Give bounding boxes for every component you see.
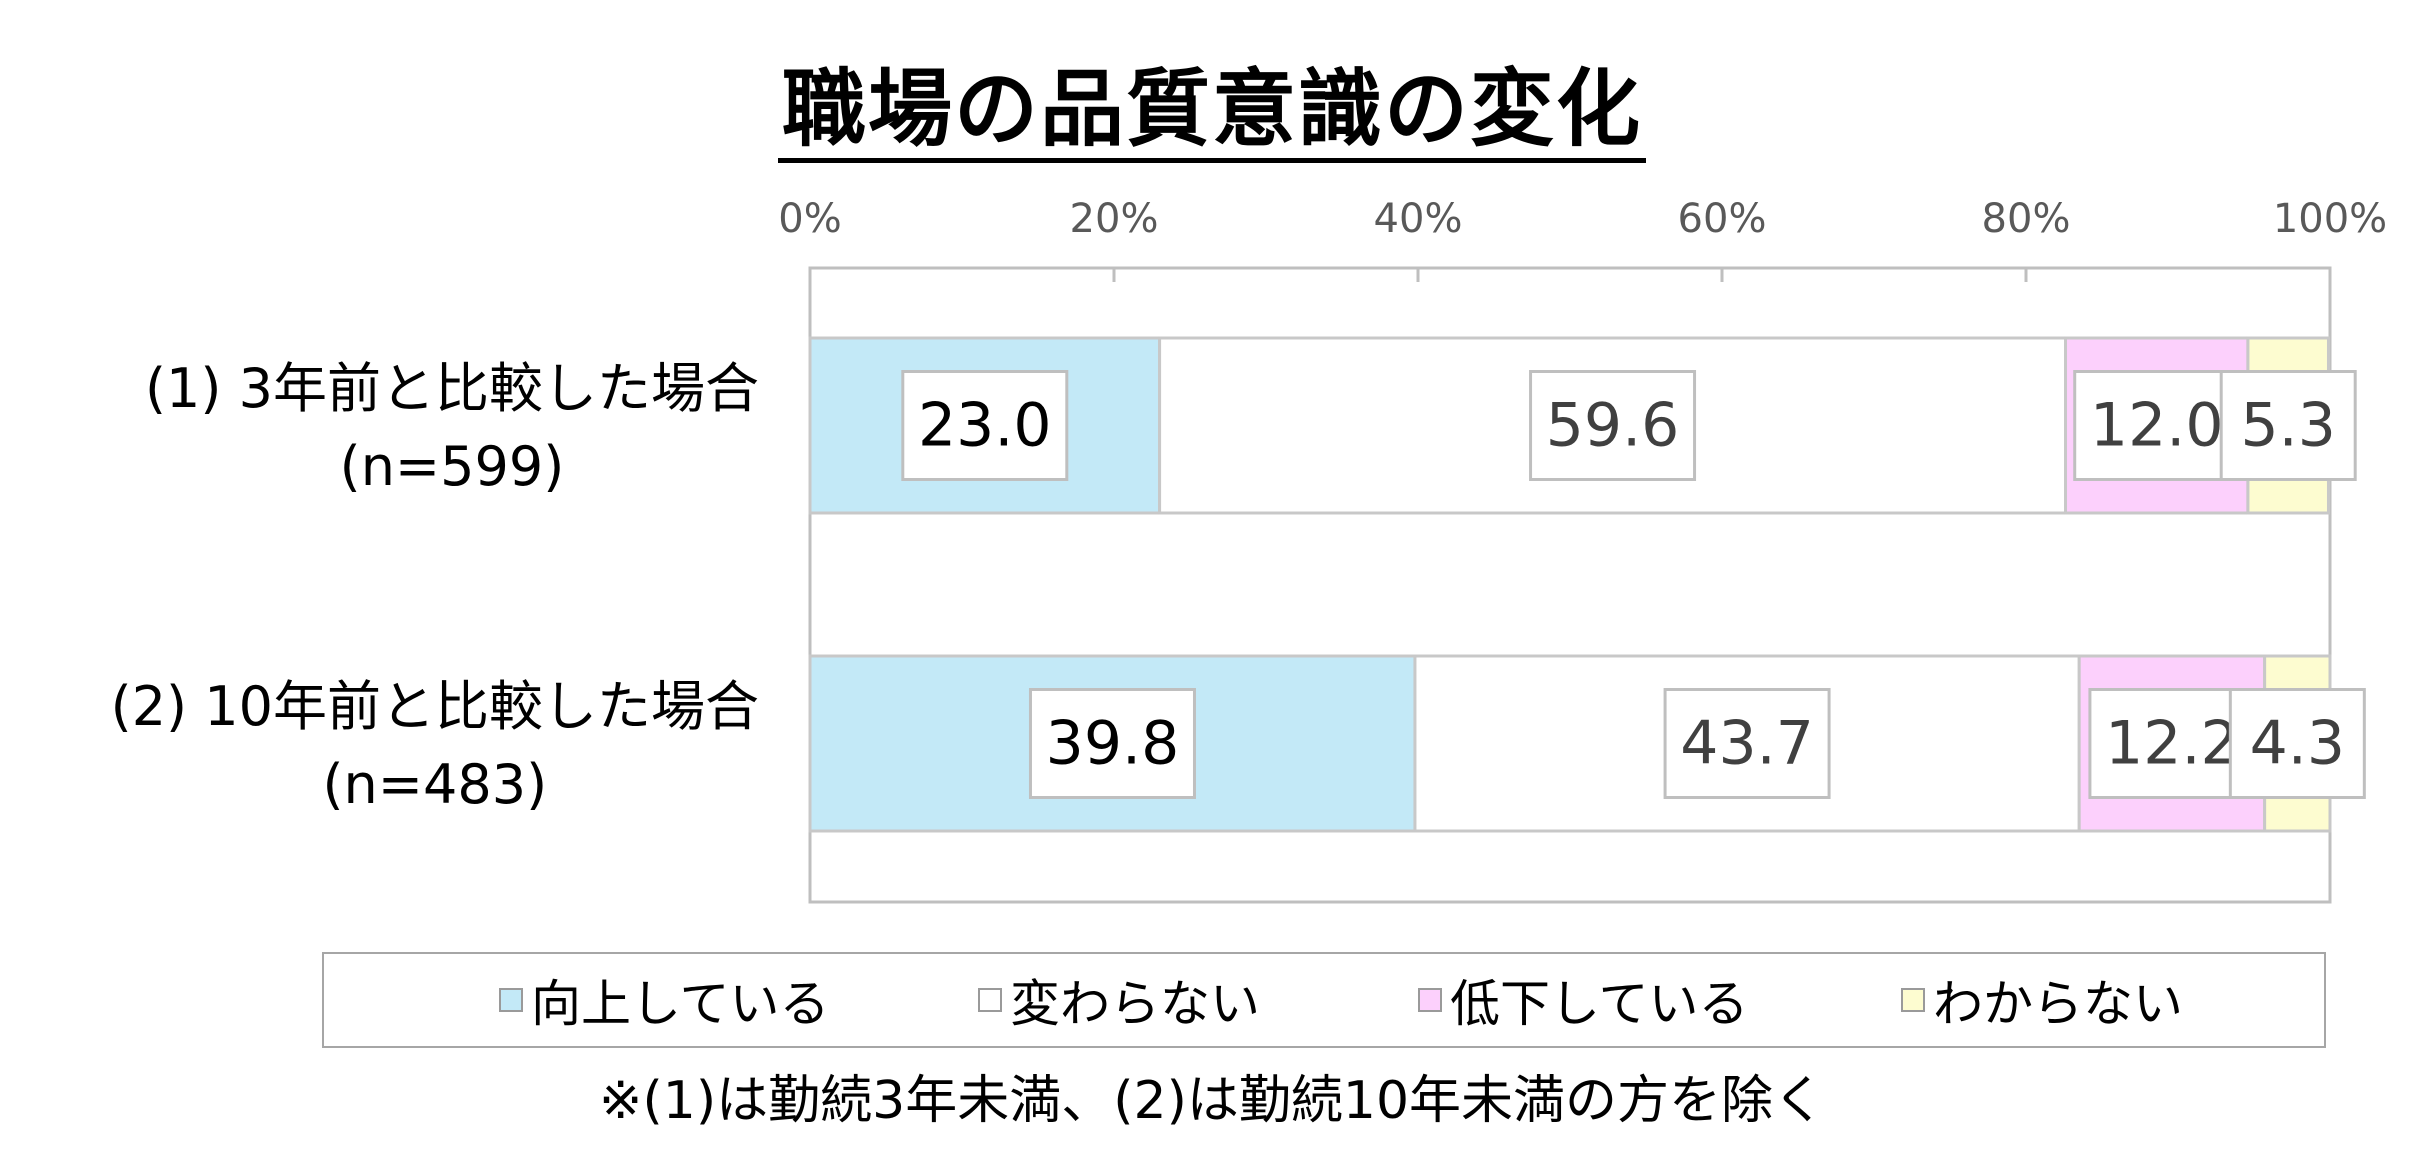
x-tick-label: 60%: [1678, 196, 1767, 242]
data-label: 12.2: [2105, 709, 2239, 779]
data-label-box: [1529, 370, 1697, 481]
legend-label-improving: 向上している: [531, 975, 830, 1033]
x-tick-label: 0%: [778, 196, 841, 242]
category-label-1: (1) 3年前と比較した場合 (n=599): [145, 350, 759, 507]
legend-swatch-unchanged: [978, 988, 1002, 1012]
x-tick-label: 100%: [2273, 196, 2387, 242]
legend-label-declining: 低下している: [1450, 975, 1749, 1033]
legend-item-unknown: わからない: [1901, 972, 2183, 1033]
legend-swatch-improving: [499, 988, 523, 1012]
x-tick-label: 20%: [1070, 196, 1159, 242]
data-label-box: [901, 370, 1069, 481]
data-label: 23.0: [918, 391, 1052, 461]
legend-swatch-unknown: [1901, 988, 1925, 1012]
legend-item-declining: 低下している: [1418, 972, 1749, 1033]
data-label: 5.3: [2240, 391, 2335, 461]
legend-item-unchanged: 変わらない: [978, 972, 1260, 1033]
category-n-2: (n=483): [322, 753, 548, 817]
data-label: 43.7: [1680, 709, 1814, 779]
data-label-box: [1028, 688, 1196, 799]
chart-legend: 向上している 変わらない 低下している わからない: [322, 952, 2326, 1048]
legend-label-unknown: わからない: [1933, 975, 2183, 1033]
data-label-box: [2219, 370, 2357, 481]
data-label: 39.8: [1046, 709, 1180, 779]
chart-plot: 0% 20% 40% 60% 80% 100% 23.0 59.6 12.0 5.3 39.8 43.…: [778, 196, 2387, 904]
legend-item-improving: 向上している: [499, 972, 830, 1033]
data-label: 59.6: [1546, 391, 1680, 461]
legend-swatch-declining: [1418, 988, 1442, 1012]
data-label: 4.3: [2250, 709, 2345, 779]
data-label-box: [2228, 688, 2366, 799]
data-label: 12.0: [2090, 391, 2224, 461]
data-label-box: [1663, 688, 1831, 799]
category-name-1: (1) 3年前と比較した場合: [144, 357, 759, 420]
legend-label-unchanged: 変わらない: [1010, 975, 1260, 1033]
category-n-1: (n=599): [339, 435, 565, 499]
chart-footnote: ※(1)は勤続3年未満、(2)は勤続10年未満の方を除く: [598, 1071, 1826, 1131]
category-name-2: (2) 10年前と比較した場合: [110, 675, 759, 738]
category-label-2: (2) 10年前と比較した場合 (n=483): [111, 668, 759, 825]
x-tick-label: 40%: [1374, 196, 1463, 242]
x-tick-label: 80%: [1982, 196, 2071, 242]
chart-title: 職場の品質意識の変化: [0, 42, 2424, 163]
